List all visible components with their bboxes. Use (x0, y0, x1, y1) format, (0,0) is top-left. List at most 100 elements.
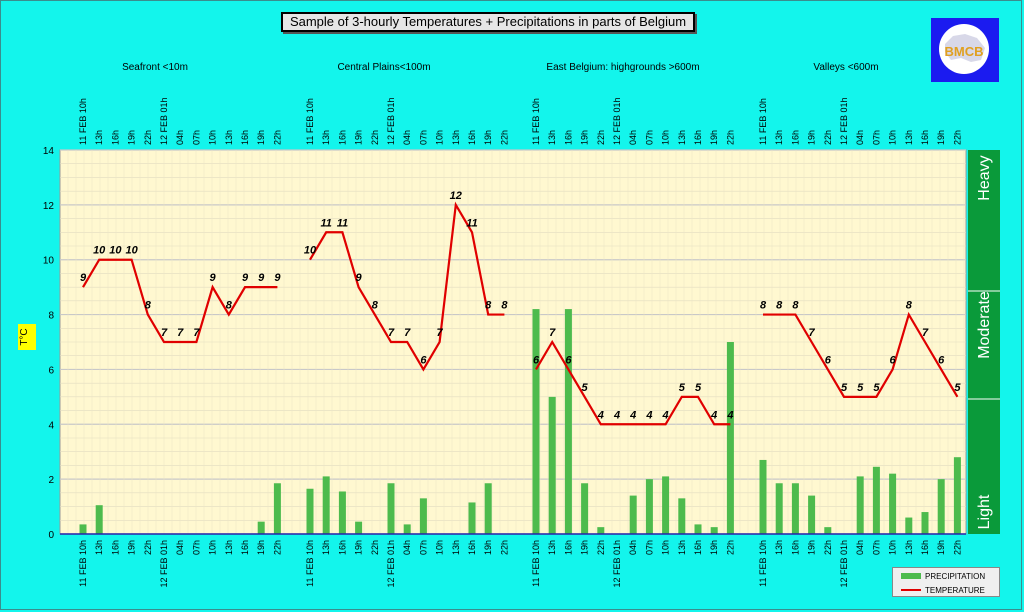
time-tick-bottom: 11 FEB 10h (305, 540, 315, 587)
time-tick-bottom: 19h (354, 540, 364, 555)
time-tick-bottom: 04h (175, 540, 185, 555)
precipitation-bar (662, 476, 670, 534)
time-tick-bottom: 13h (677, 540, 687, 555)
temperature-label: 7 (161, 327, 168, 339)
bmcb-logo: BMCB (931, 18, 999, 82)
temperature-label: 6 (565, 354, 572, 366)
temperature-label: 8 (792, 300, 799, 312)
precipitation-bar (387, 483, 395, 534)
time-tick-bottom: 22h (725, 540, 735, 555)
temperature-label: 9 (258, 272, 265, 284)
time-tick-top: 10h (435, 130, 445, 145)
time-tick-bottom: 13h (451, 540, 461, 555)
y-tick-label: 10 (43, 256, 55, 267)
precipitation-bar (338, 491, 346, 534)
precipitation-bar (905, 517, 913, 534)
time-tick-bottom: 13h (904, 540, 914, 555)
temperature-label: 6 (533, 354, 540, 366)
precipitation-bar (419, 498, 427, 534)
region-label: Seafront <10m (122, 62, 188, 73)
time-tick-top: 04h (855, 130, 865, 145)
time-tick-top: 22h (725, 130, 735, 145)
chart-title: Sample of 3-hourly Temperatures + Precip… (281, 12, 695, 32)
time-tick-bottom: 16h (563, 540, 573, 555)
time-tick-top: 07h (418, 130, 428, 145)
time-tick-bottom: 04h (628, 540, 638, 555)
time-tick-top: 13h (904, 130, 914, 145)
logo-text: BMCB (945, 44, 984, 59)
temperature-label: 9 (80, 272, 87, 284)
temperature-label: 7 (193, 327, 200, 339)
temperature-line (309, 201, 505, 372)
temperature-label: 7 (549, 327, 556, 339)
region-label: Central Plains<100m (337, 62, 430, 73)
temperature-label: 9 (242, 272, 249, 284)
time-tick-top: 22h (143, 130, 153, 145)
time-tick-bottom: 19h (483, 540, 493, 555)
time-tick-top: 19h (709, 130, 719, 145)
temperature-label: 6 (890, 354, 897, 366)
time-tick-bottom: 12 FEB 01h (839, 540, 849, 588)
time-tick-bottom: 22h (370, 540, 380, 555)
time-tick-bottom: 11 FEB 10h (78, 540, 88, 587)
time-tick-top: 22h (823, 130, 833, 145)
time-tick-top: 13h (547, 130, 557, 145)
time-tick-top: 19h (807, 130, 817, 145)
time-tick-bottom: 16h (693, 540, 703, 555)
time-tick-bottom: 10h (661, 540, 671, 555)
temperature-label: 8 (501, 300, 508, 312)
time-tick-bottom: 16h (920, 540, 930, 555)
time-tick-bottom: 07h (191, 540, 201, 555)
temperature-label: 10 (125, 245, 138, 257)
precipitation-bar (95, 505, 103, 534)
temperature-label: 11 (320, 217, 331, 229)
time-tick-bottom: 13h (224, 540, 234, 555)
time-tick-top: 16h (240, 130, 250, 145)
precipitation-bar (79, 524, 87, 534)
temperature-label: 10 (304, 245, 317, 257)
time-tick-top: 11 FEB 10h (758, 98, 768, 145)
legend-temp-label: TEMPERATURE (925, 585, 985, 595)
time-tick-top: 16h (790, 130, 800, 145)
time-tick-bottom: 16h (467, 540, 477, 555)
precipitation-bar (937, 479, 945, 534)
precipitation-bar (548, 396, 556, 534)
region-label: East Belgium: highgrounds >600m (546, 62, 699, 73)
precipitation-bar (759, 459, 767, 534)
precipitation-bar (953, 457, 961, 534)
time-tick-bottom: 13h (321, 540, 331, 555)
y-axis-label: T°C (19, 328, 30, 345)
temperature-label: 7 (437, 327, 444, 339)
time-tick-bottom: 22h (952, 540, 962, 555)
time-tick-top: 07h (871, 130, 881, 145)
time-tick-bottom: 10h (208, 540, 218, 555)
time-tick-bottom: 22h (272, 540, 282, 555)
precipitation-bar (629, 495, 637, 534)
temperature-label: 5 (695, 382, 702, 394)
y-tick-label: 12 (43, 201, 55, 212)
precipitation-bar (808, 495, 816, 534)
time-tick-bottom: 22h (823, 540, 833, 555)
time-tick-top: 22h (272, 130, 282, 145)
time-tick-bottom: 12 FEB 01h (612, 540, 622, 588)
time-tick-bottom: 19h (580, 540, 590, 555)
time-tick-bottom: 11 FEB 10h (531, 540, 541, 587)
time-tick-top: 13h (677, 130, 687, 145)
temperature-label: 8 (226, 300, 233, 312)
precipitation-bar (403, 524, 411, 534)
time-tick-bottom: 16h (790, 540, 800, 555)
temperature-label: 8 (906, 300, 913, 312)
time-tick-top: 10h (661, 130, 671, 145)
time-tick-bottom: 07h (644, 540, 654, 555)
time-tick-top: 16h (563, 130, 573, 145)
precipitation-bar (597, 527, 605, 534)
time-tick-bottom: 19h (256, 540, 266, 555)
legend-item-precipitation: PRECIPITATION (893, 570, 999, 582)
legend: PRECIPITATION TEMPERATURE (892, 567, 1000, 597)
precipitation-bar (355, 521, 363, 534)
temperature-label: 6 (825, 354, 832, 366)
time-tick-bottom: 16h (240, 540, 250, 555)
temperature-label: 8 (485, 300, 492, 312)
